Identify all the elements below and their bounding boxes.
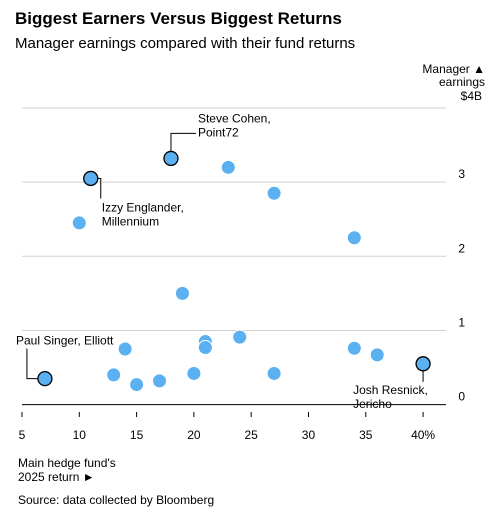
source-note: Source: data collected by Bloomberg xyxy=(18,493,215,507)
y-tick-label: 2 xyxy=(458,241,465,255)
y-axis-label: Manager ▲ earnings xyxy=(422,62,485,89)
point-annotation: Izzy Englander, Millennium xyxy=(102,200,184,228)
y-tick-label: $4B xyxy=(461,89,482,103)
leader-line xyxy=(170,132,196,152)
data-point xyxy=(174,285,190,301)
x-tick-label: 35 xyxy=(359,428,373,442)
chart-title: Biggest Earners Versus Biggest Returns xyxy=(15,9,342,28)
data-point xyxy=(129,377,145,393)
y-tick-label: 1 xyxy=(458,315,465,329)
data-point xyxy=(232,329,248,345)
y-tick-label: 3 xyxy=(458,167,465,181)
data-point xyxy=(346,340,362,356)
x-tick-label: 25 xyxy=(245,428,259,442)
data-point xyxy=(106,367,122,383)
data-point xyxy=(152,373,168,389)
x-axis-label: Main hedge fund's 2025 return ► xyxy=(18,456,116,484)
highlighted-point xyxy=(37,370,53,387)
highlighted-point xyxy=(83,170,99,187)
highlighted-point xyxy=(415,356,431,372)
x-tick-label: 30 xyxy=(302,428,316,442)
data-point xyxy=(186,365,202,381)
data-point xyxy=(346,230,362,246)
x-tick-label: 5 xyxy=(19,428,26,442)
highlighted-point xyxy=(163,150,179,167)
point-annotation: Steve Cohen, Point72 xyxy=(198,111,271,139)
data-point xyxy=(266,185,282,201)
data-point xyxy=(197,339,213,355)
data-point xyxy=(220,159,236,175)
leader-line xyxy=(26,348,38,380)
x-tick-label: 10 xyxy=(73,428,87,442)
point-annotation: Paul Singer, Elliott xyxy=(16,334,114,348)
x-tick-label: 20 xyxy=(187,428,201,442)
point-annotation: Josh Resnick, Jericho xyxy=(353,383,428,411)
data-point xyxy=(71,215,87,231)
x-tick-label: 15 xyxy=(130,428,144,442)
x-tick-label: 40% xyxy=(411,428,435,442)
data-point xyxy=(266,365,282,381)
y-tick-label: 0 xyxy=(458,390,465,404)
chart-subtitle: Manager earnings compared with their fun… xyxy=(15,35,356,52)
data-point xyxy=(369,347,385,363)
data-point xyxy=(117,341,133,357)
leader-line xyxy=(97,177,102,199)
